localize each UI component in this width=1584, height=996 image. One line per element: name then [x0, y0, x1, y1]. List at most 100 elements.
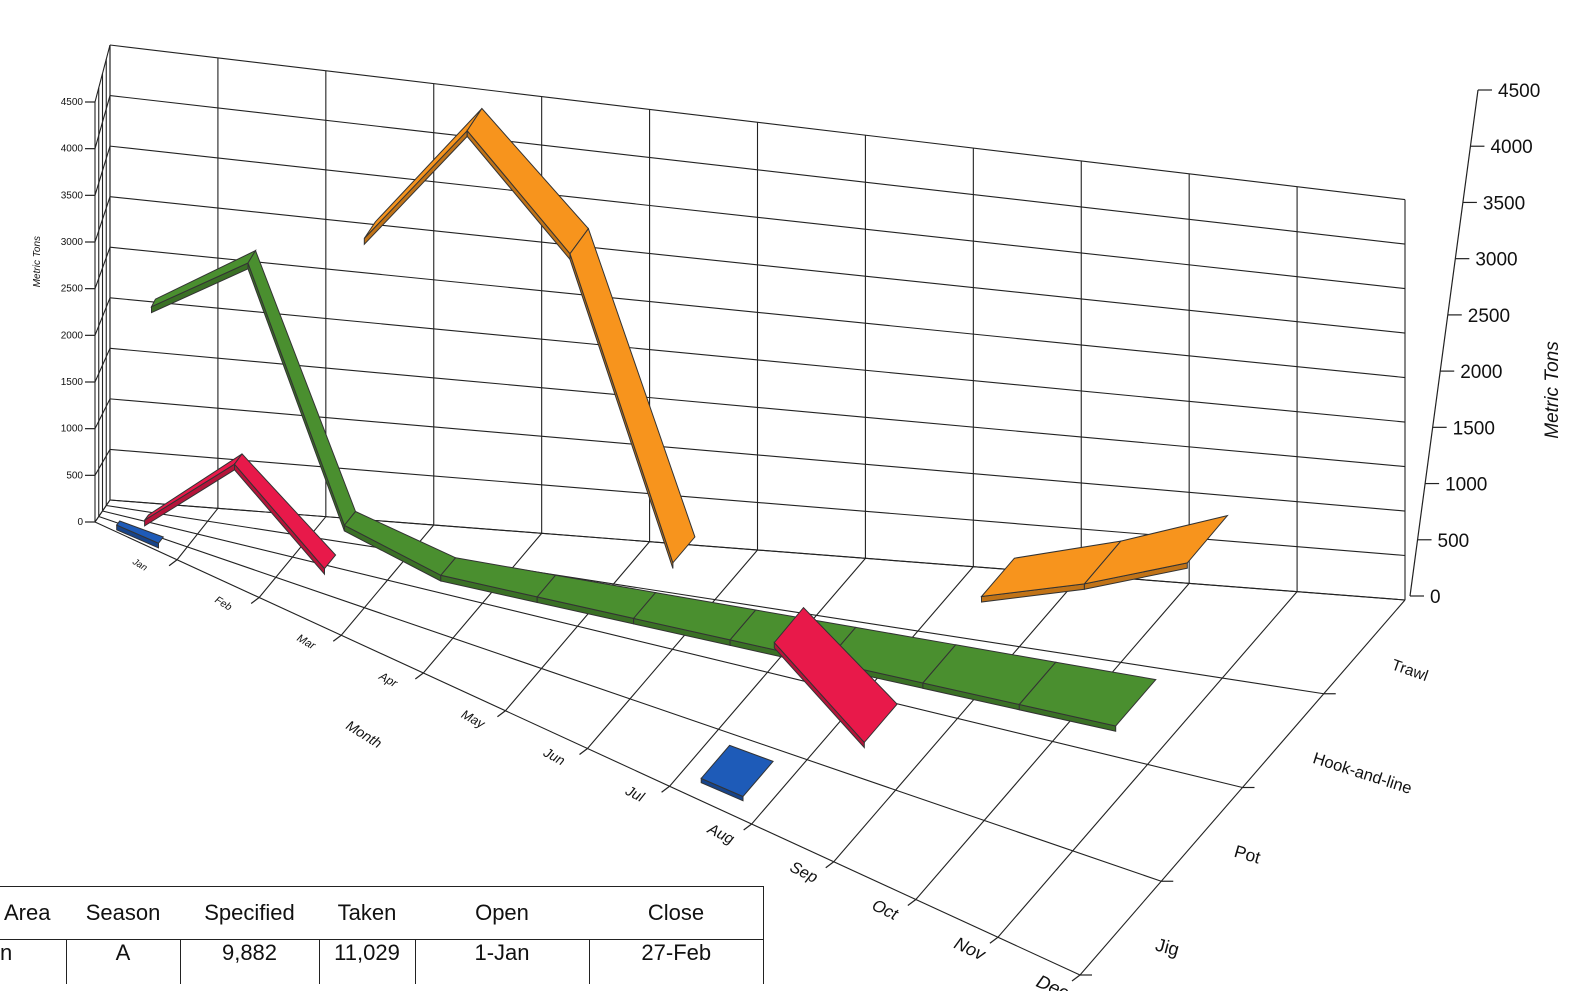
y-axis-line-right — [1409, 89, 1479, 597]
month-tick-label: Apr — [376, 668, 401, 690]
month-tick — [250, 597, 260, 604]
y-tick-label-left: 3000 — [61, 237, 84, 248]
y-tick-label-left: 2000 — [61, 330, 84, 341]
table-header-cell: Taken — [337, 900, 397, 925]
ribbon-segment — [773, 606, 898, 744]
series-layer — [115, 107, 1229, 802]
ribbon-segment-side — [234, 462, 325, 576]
y-tick-label-right: 4500 — [1498, 81, 1540, 102]
gear-tick-label: Pot — [1232, 841, 1263, 868]
table-header-cell: Season — [85, 900, 161, 925]
gridline-floor-gear — [109, 499, 1406, 601]
month-tick-label: Mar — [295, 632, 319, 653]
month-tick — [907, 899, 917, 906]
month-tick — [168, 559, 178, 567]
gridline-back-horizontal — [109, 44, 1406, 201]
y-tick-label-right: 3500 — [1483, 193, 1525, 214]
gridline-side-horizontal — [94, 145, 111, 196]
table-header-cell: Specified — [204, 900, 295, 925]
ribbon-segment — [1018, 661, 1157, 727]
table-cell: 27-Feb — [588, 939, 764, 984]
ribbon-segment — [569, 227, 696, 564]
table-cell: n — [0, 939, 66, 984]
ribbon-segment — [363, 108, 483, 239]
month-tick — [579, 748, 588, 755]
series-pot — [144, 453, 898, 749]
month-tick — [661, 785, 670, 793]
gridline-back-horizontal — [109, 246, 1406, 379]
season-table: Area Season Specified Taken Open Close n… — [0, 886, 764, 984]
gridline-back-horizontal — [109, 95, 1406, 245]
gridline-side-horizontal — [94, 348, 111, 383]
y-tick-label-left: 500 — [66, 470, 83, 481]
y-tick-label-left: 3500 — [61, 190, 84, 201]
table-header-cell: Open — [475, 900, 529, 925]
y-tick-label-right: 2000 — [1460, 362, 1502, 383]
table-header-row: Area Season Specified Taken Open Close — [0, 886, 764, 940]
gear-tick-label: Trawl — [1389, 657, 1430, 685]
month-tick-label: Jan — [130, 555, 149, 573]
series-trawl — [363, 107, 1229, 603]
gridline-side-horizontal — [94, 44, 111, 103]
table-header-cell: Area — [4, 900, 51, 925]
month-tick-label: Feb — [213, 595, 234, 614]
y-tick-label-right: 3000 — [1475, 250, 1517, 271]
month-tick-label: Sep — [787, 858, 821, 887]
ribbon-block — [700, 744, 774, 798]
gridline-side-horizontal — [94, 247, 111, 289]
month-tick-label: Oct — [869, 895, 902, 924]
gridline-side-horizontal — [94, 297, 111, 336]
gridline-side-horizontal — [94, 398, 111, 429]
table-cell: 9,882 — [179, 939, 319, 984]
table-row: n A 9,882 11,029 1-Jan 27-Feb — [0, 939, 764, 984]
ribbon-segment — [150, 249, 257, 308]
month-tick — [989, 936, 999, 944]
gridline-back-horizontal — [109, 398, 1406, 512]
y-axis-title-right: Metric Tons — [1542, 341, 1563, 439]
gridline-back-horizontal — [109, 347, 1406, 468]
series-jig — [115, 520, 774, 802]
month-tick — [414, 672, 424, 680]
ribbon-segment — [466, 107, 590, 255]
gridline-back-horizontal — [109, 145, 1406, 290]
ribbon-block — [115, 520, 165, 544]
gear-tick-label: Hook-and-line — [1311, 749, 1414, 798]
month-tick-label: May — [459, 706, 489, 732]
month-tick — [1071, 974, 1081, 982]
y-tick-label-left: 0 — [77, 517, 83, 528]
y-tick-label-left: 4000 — [61, 144, 84, 155]
x-axis-title: Month — [343, 717, 385, 751]
y-tick-label-right: 500 — [1438, 531, 1470, 552]
gridline-side-horizontal — [94, 449, 111, 476]
y-tick-label-left: 1500 — [61, 377, 84, 388]
ribbon-segment-side — [151, 262, 249, 314]
month-tick — [332, 634, 342, 642]
month-tick — [825, 861, 835, 869]
label-layer: 0 500 1000 1500 2000 2500 3000 3500 4000 4500 Metr… — [32, 81, 1563, 996]
gridline-floor-gear — [102, 510, 1243, 789]
table-cell: A — [65, 939, 180, 984]
y-tick-label-right: 4000 — [1490, 137, 1532, 158]
gridline-side-horizontal — [94, 196, 111, 243]
month-tick-label: Jul — [622, 783, 647, 807]
ribbon-segment — [144, 453, 243, 521]
month-tick — [743, 823, 753, 831]
month-tick-label: Dec — [1033, 970, 1072, 991]
table-header-cell: Close — [589, 886, 764, 940]
ribbon-segment — [1083, 514, 1229, 585]
table-cell: 1-Jan — [414, 939, 589, 984]
y-tick-label-left: 2500 — [61, 284, 84, 295]
month-tick-label: Jun — [540, 744, 567, 768]
y-tick-label-left: 4500 — [61, 97, 84, 108]
y-tick-label-right: 1500 — [1453, 418, 1495, 439]
ribbon-segment-side — [144, 463, 235, 527]
table-cell: 11,029 — [318, 939, 415, 984]
month-tick-label: Aug — [704, 820, 737, 848]
y-axis-title-left: Metric Tons — [32, 236, 43, 287]
series-hook-and-line — [150, 249, 1157, 732]
ribbon-segment-side — [363, 129, 468, 246]
gridline-side-horizontal — [94, 95, 111, 149]
y-tick-label-right: 2500 — [1468, 306, 1510, 327]
